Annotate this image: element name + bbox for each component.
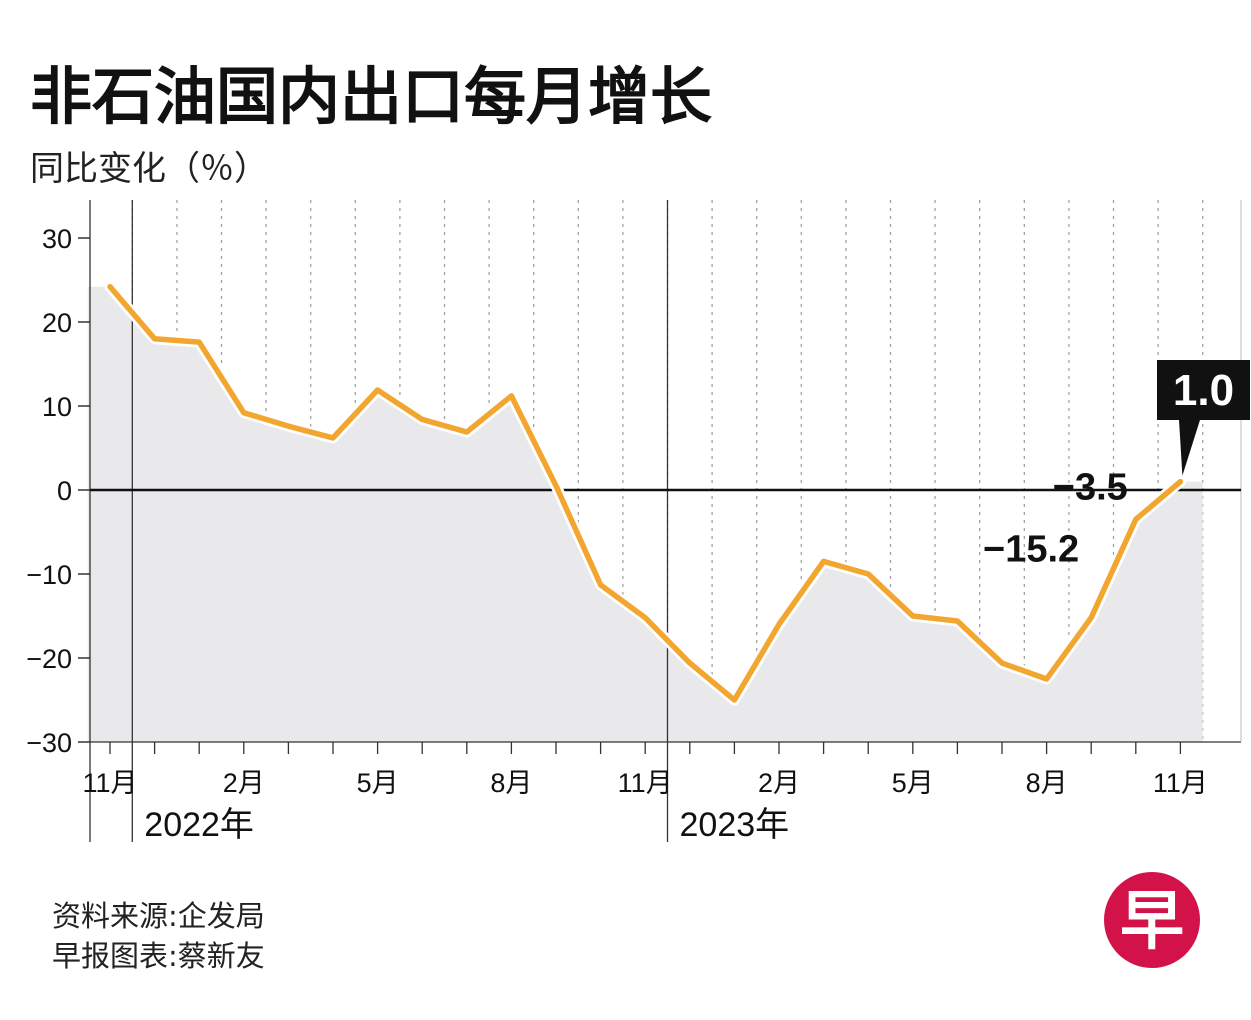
data-point bbox=[999, 660, 1005, 666]
data-point bbox=[196, 339, 202, 345]
data-point bbox=[1133, 516, 1139, 522]
data-point bbox=[1177, 479, 1183, 485]
data-point bbox=[464, 429, 470, 435]
data-point bbox=[821, 558, 827, 564]
y-tick-label: 0 bbox=[57, 476, 72, 506]
data-point bbox=[553, 483, 559, 489]
x-tick-label: 8月 bbox=[1026, 768, 1068, 798]
data-label: −3.5 bbox=[1053, 466, 1128, 508]
data-point bbox=[1088, 615, 1094, 621]
data-point bbox=[687, 660, 693, 666]
data-point bbox=[330, 435, 336, 441]
data-label: −15.2 bbox=[983, 529, 1079, 571]
data-point bbox=[642, 615, 648, 621]
x-tick-label: 2月 bbox=[758, 768, 800, 798]
area-fill bbox=[87, 286, 1203, 742]
logo-char: 早 bbox=[1120, 885, 1184, 959]
x-tick-label: 11月 bbox=[618, 768, 673, 798]
logo-circle bbox=[1104, 872, 1200, 968]
source-note: 资料来源:企发局 bbox=[52, 899, 265, 933]
data-point bbox=[1044, 676, 1050, 682]
callout-label: 1.0 bbox=[1173, 366, 1234, 415]
x-tick-label: 11月 bbox=[82, 768, 137, 798]
data-point bbox=[865, 571, 871, 577]
x-tick-label: 8月 bbox=[490, 768, 532, 798]
data-point bbox=[285, 423, 291, 429]
y-tick-label: −10 bbox=[26, 560, 72, 590]
chart-title: 非石油国内出口每月增长 bbox=[30, 60, 712, 133]
x-tick-label: 2月 bbox=[223, 768, 265, 798]
data-point bbox=[241, 410, 247, 416]
data-point bbox=[375, 387, 381, 393]
x-tick-label: 11月 bbox=[1153, 768, 1208, 798]
data-point bbox=[419, 416, 425, 422]
data-point bbox=[152, 336, 158, 342]
credit-note: 早报图表:蔡新友 bbox=[52, 939, 265, 973]
year-label: 2022年 bbox=[144, 806, 254, 844]
y-tick-label: −20 bbox=[26, 644, 72, 674]
data-point bbox=[776, 621, 782, 627]
callout-box bbox=[1157, 360, 1250, 476]
data-point bbox=[954, 618, 960, 624]
y-tick-label: −30 bbox=[26, 728, 72, 758]
x-tick-label: 5月 bbox=[357, 768, 399, 798]
y-tick-label: 30 bbox=[42, 224, 72, 254]
y-tick-label: 20 bbox=[42, 308, 72, 338]
zaobao-logo: 早 bbox=[1104, 872, 1200, 968]
data-point bbox=[910, 613, 916, 619]
data-point bbox=[731, 697, 737, 703]
data-point bbox=[598, 582, 604, 588]
data-point bbox=[107, 284, 113, 290]
chart-subtitle: 同比变化（％） bbox=[30, 149, 268, 189]
year-label: 2023年 bbox=[680, 806, 790, 844]
y-tick-label: 10 bbox=[42, 392, 72, 422]
data-point bbox=[508, 393, 514, 399]
x-tick-label: 5月 bbox=[892, 768, 934, 798]
